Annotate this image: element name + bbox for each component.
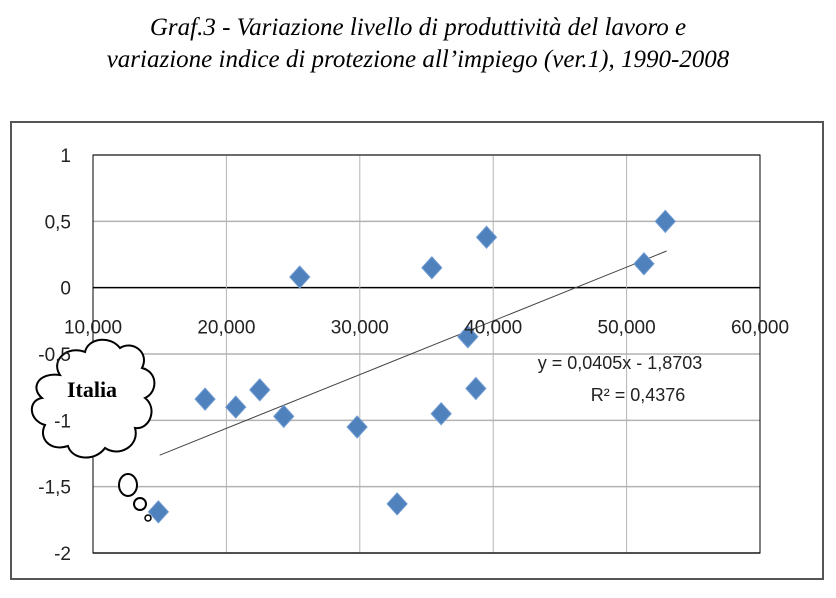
cloud-shape [30,338,156,459]
data-point [289,265,311,289]
data-point [654,209,676,234]
data-point [475,225,498,249]
x-tick-label: 10,000 [64,318,122,339]
y-tick-label: 0 [60,279,71,300]
data-point [194,387,216,411]
chart-title-line-2: variazione indice di protezione all’impi… [106,46,730,73]
data-point [465,376,487,401]
bubble-large [118,473,138,497]
x-tick-label: 20,000 [197,318,255,339]
x-tick-label: 30,000 [331,318,389,339]
data-point [346,415,368,439]
data-point [273,404,295,429]
r-squared-label: R² = 0,4376 [591,385,686,405]
data-point [225,395,247,419]
data-point [386,492,408,516]
x-tick-label: 60,000 [731,318,789,339]
data-point [430,401,452,426]
y-tick-label: -0,5 [38,345,71,366]
trendline [159,250,667,456]
x-tick-label: 50,000 [598,318,656,339]
y-tick-label: 1 [60,146,71,167]
data-point [633,252,655,276]
data-point [147,500,170,524]
bubble-medium [133,497,147,511]
italia-label: Italia [67,377,117,402]
y-tick-label: 0,5 [45,212,71,233]
data-point [457,325,479,349]
x-tick-label: 40,000 [464,318,522,339]
y-tick-label: -1,5 [38,478,71,499]
italia-thought-bubble: Italia [30,338,156,522]
y-tick-label: -1 [54,411,71,432]
trendline-equation: y = 0,0405x - 1,8703 [538,353,703,373]
bubble-small [144,514,152,522]
data-point [421,256,443,280]
data-point [249,378,271,402]
y-tick-label: -2 [54,544,71,565]
chart-frame [10,121,824,580]
chart-title-line-1: Graf.3 - Variazione livello di produttiv… [149,14,687,41]
